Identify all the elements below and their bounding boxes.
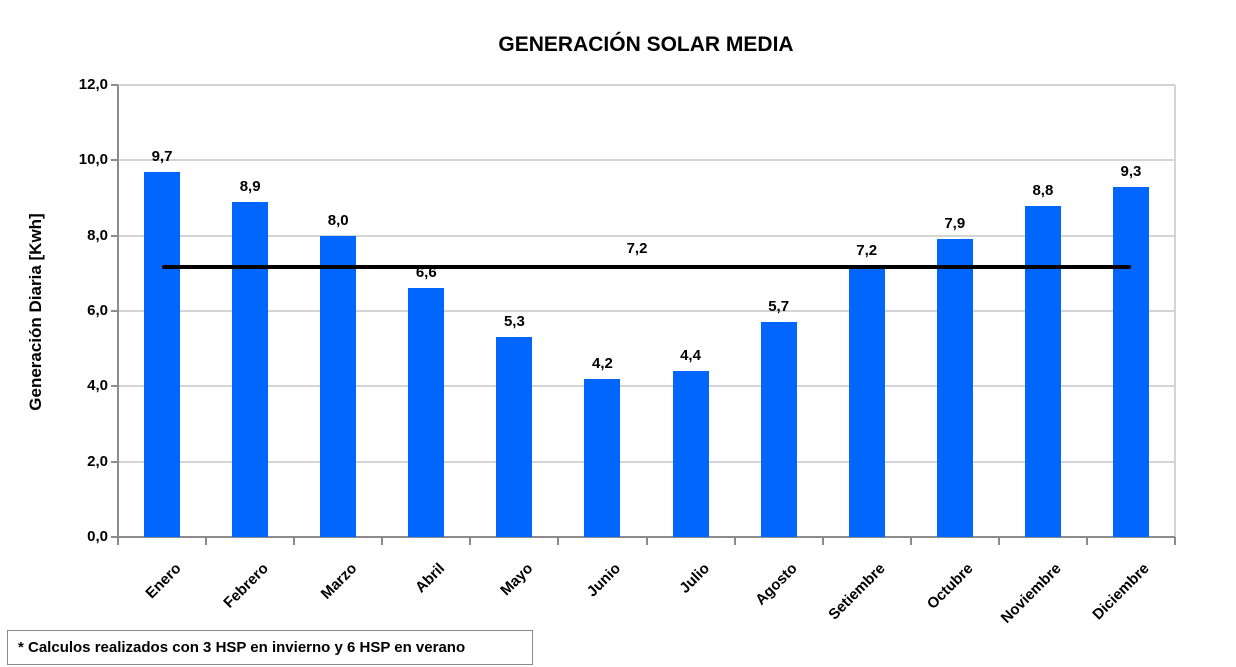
bar-diciembre xyxy=(1112,186,1149,537)
bar-value-label: 7,9 xyxy=(944,215,966,233)
gridline-4-0 xyxy=(118,385,1175,388)
y-tick-label: 10,0 xyxy=(78,151,108,169)
gridline-8-0 xyxy=(118,234,1175,237)
x-axis-label-julio: Julio xyxy=(675,560,713,597)
bar-value-label: 5,7 xyxy=(768,298,790,316)
footnote-text: * Calculos realizados con 3 HSP en invie… xyxy=(18,639,466,656)
x-tick-mark xyxy=(557,537,560,545)
x-tick-mark xyxy=(909,537,912,545)
bar-value-label: 8,0 xyxy=(327,211,349,229)
x-tick-mark xyxy=(205,537,208,545)
y-tick-label: 12,0 xyxy=(78,76,108,93)
y-axis-line xyxy=(117,85,119,545)
y-tick-mark xyxy=(111,310,118,312)
bar-value-label: 8,8 xyxy=(1032,181,1054,199)
x-axis-label-diciembre: Diciembre xyxy=(1089,560,1153,624)
bar-mayo xyxy=(496,337,533,537)
y-tick-label: 8,0 xyxy=(87,226,108,244)
bar-value-label: 4,2 xyxy=(592,354,613,372)
x-axis-label-marzo: Marzo xyxy=(317,560,361,603)
bar-noviembre xyxy=(1024,205,1061,537)
bar-value-label: 5,3 xyxy=(503,313,525,331)
x-tick-mark xyxy=(1174,537,1176,545)
x-tick-mark xyxy=(293,537,296,545)
y-tick-mark xyxy=(111,159,118,162)
average-line xyxy=(162,264,1131,269)
bar-value-label: 9,7 xyxy=(151,147,173,165)
footnote-box: * Calculos realizados con 3 HSP en invie… xyxy=(7,630,533,665)
bar-setiembre xyxy=(848,265,885,537)
y-tick-mark xyxy=(111,84,118,86)
y-axis-title: Generación Diaria [Kwh] xyxy=(26,213,45,411)
y-tick-mark xyxy=(111,460,118,463)
x-axis-label-setiembre: Setiembre xyxy=(825,560,889,624)
gridline-2-0 xyxy=(118,460,1175,463)
bar-julio xyxy=(672,371,709,537)
x-axis-line xyxy=(111,536,1175,538)
bar-value-label: 8,9 xyxy=(239,177,261,195)
chart-title: GENERACIÓN SOLAR MEDIA xyxy=(498,33,794,56)
x-tick-mark xyxy=(997,537,1000,545)
y-tick-label: 4,0 xyxy=(87,377,108,395)
bar-abril xyxy=(408,288,445,537)
plot-right-border xyxy=(1174,85,1176,537)
x-axis-label-junio: Junio xyxy=(584,560,625,601)
x-axis-label-enero: Enero xyxy=(141,560,185,603)
x-axis-label-febrero: Febrero xyxy=(220,560,273,612)
x-axis-label-abril: Abril xyxy=(412,560,449,597)
x-tick-mark xyxy=(1085,537,1088,545)
y-tick-label: 2,0 xyxy=(87,452,108,470)
gridline-10-0 xyxy=(118,159,1175,162)
bar-value-label: 7,2 xyxy=(856,241,878,259)
x-axis-label-octubre: Octubre xyxy=(924,560,977,613)
bar-junio xyxy=(584,378,621,537)
x-tick-mark xyxy=(469,537,472,545)
bar-marzo xyxy=(320,235,357,537)
y-tick-label: 0,0 xyxy=(87,528,108,545)
gridline-12-0 xyxy=(118,84,1175,86)
x-axis-label-mayo: Mayo xyxy=(497,560,537,600)
y-tick-mark xyxy=(111,234,118,237)
bar-value-label: 4,4 xyxy=(680,347,701,365)
x-tick-mark xyxy=(381,537,384,545)
average-line-label: 7,2 xyxy=(626,240,648,257)
bar-febrero xyxy=(232,201,269,537)
x-axis-label-noviembre: Noviembre xyxy=(998,560,1065,627)
y-tick-mark xyxy=(111,385,118,388)
x-tick-mark xyxy=(645,537,648,545)
bar-enero xyxy=(144,171,181,537)
bar-value-label: 9,3 xyxy=(1120,162,1142,180)
gridline-6-0 xyxy=(118,310,1175,312)
x-tick-mark xyxy=(821,537,824,545)
bar-octubre xyxy=(936,239,973,537)
y-tick-label: 6,0 xyxy=(87,302,108,319)
x-tick-mark xyxy=(733,537,736,545)
bar-agosto xyxy=(760,322,797,537)
x-axis-label-agosto: Agosto xyxy=(752,560,801,609)
